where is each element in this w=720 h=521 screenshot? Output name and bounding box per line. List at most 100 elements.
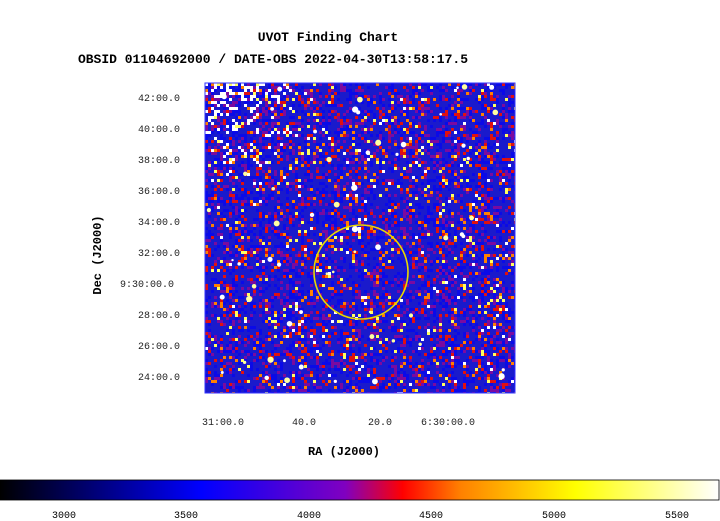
image-pixel	[310, 302, 313, 305]
image-pixel	[463, 98, 466, 101]
image-pixel	[223, 122, 226, 125]
image-pixel	[235, 341, 238, 344]
image-pixel	[406, 116, 409, 119]
image-pixel	[433, 137, 436, 140]
image-pixel	[289, 344, 292, 347]
image-pixel	[313, 227, 316, 230]
image-pixel	[214, 110, 217, 113]
image-pixel	[289, 275, 292, 278]
image-pixel	[322, 380, 325, 383]
image-pixel	[382, 152, 385, 155]
image-pixel	[358, 239, 361, 242]
image-pixel	[379, 269, 382, 272]
image-pixel	[211, 278, 214, 281]
image-pixel	[286, 311, 289, 314]
image-pixel	[247, 86, 250, 89]
image-pixel	[223, 245, 226, 248]
image-pixel	[418, 368, 421, 371]
image-pixel	[403, 263, 406, 266]
image-pixel	[358, 185, 361, 188]
image-pixel	[328, 146, 331, 149]
image-pixel	[238, 116, 241, 119]
image-pixel	[451, 164, 454, 167]
image-pixel	[376, 176, 379, 179]
image-pixel	[394, 251, 397, 254]
image-pixel	[295, 158, 298, 161]
image-pixel	[250, 230, 253, 233]
image-pixel	[331, 245, 334, 248]
image-pixel	[256, 83, 259, 86]
image-pixel	[502, 383, 505, 386]
image-pixel	[214, 227, 217, 230]
image-pixel	[394, 122, 397, 125]
image-pixel	[400, 368, 403, 371]
image-pixel	[331, 164, 334, 167]
image-pixel	[229, 215, 232, 218]
image-pixel	[379, 110, 382, 113]
image-pixel	[322, 155, 325, 158]
image-pixel	[367, 374, 370, 377]
image-pixel	[232, 293, 235, 296]
image-pixel	[244, 86, 247, 89]
image-pixel	[502, 89, 505, 92]
image-pixel	[367, 185, 370, 188]
image-pixel	[505, 188, 508, 191]
image-pixel	[373, 248, 376, 251]
image-pixel	[502, 116, 505, 119]
image-pixel	[439, 248, 442, 251]
image-pixel	[481, 104, 484, 107]
image-pixel	[328, 137, 331, 140]
image-pixel	[220, 362, 223, 365]
image-pixel	[220, 152, 223, 155]
image-pixel	[211, 305, 214, 308]
image-pixel	[283, 308, 286, 311]
image-pixel	[457, 137, 460, 140]
image-pixel	[499, 254, 502, 257]
image-pixel	[307, 335, 310, 338]
image-pixel	[307, 374, 310, 377]
image-pixel	[295, 125, 298, 128]
image-pixel	[238, 86, 241, 89]
image-pixel	[460, 242, 463, 245]
image-pixel	[253, 290, 256, 293]
image-pixel	[241, 236, 244, 239]
image-pixel	[337, 212, 340, 215]
image-pixel	[469, 161, 472, 164]
image-pixel	[289, 212, 292, 215]
image-pixel	[328, 122, 331, 125]
image-pixel	[457, 104, 460, 107]
image-pixel	[394, 305, 397, 308]
image-pixel	[265, 200, 268, 203]
image-pixel	[361, 83, 364, 86]
image-pixel	[208, 212, 211, 215]
image-pixel	[391, 254, 394, 257]
image-pixel	[289, 386, 292, 389]
image-pixel	[493, 254, 496, 257]
image-pixel	[379, 131, 382, 134]
image-pixel	[256, 251, 259, 254]
image-pixel	[307, 302, 310, 305]
image-pixel	[388, 212, 391, 215]
image-pixel	[448, 383, 451, 386]
image-pixel	[448, 299, 451, 302]
image-pixel	[406, 206, 409, 209]
image-pixel	[367, 380, 370, 383]
image-pixel	[439, 107, 442, 110]
image-pixel	[466, 275, 469, 278]
image-pixel	[427, 248, 430, 251]
image-pixel	[484, 116, 487, 119]
image-pixel	[253, 203, 256, 206]
image-pixel	[337, 368, 340, 371]
image-pixel	[364, 161, 367, 164]
image-pixel	[370, 101, 373, 104]
image-pixel	[268, 236, 271, 239]
image-pixel	[268, 95, 271, 98]
image-pixel	[400, 335, 403, 338]
image-pixel	[433, 140, 436, 143]
image-pixel	[286, 173, 289, 176]
image-pixel	[274, 89, 277, 92]
image-pixel	[229, 146, 232, 149]
image-pixel	[325, 122, 328, 125]
image-pixel	[469, 347, 472, 350]
image-pixel	[373, 284, 376, 287]
